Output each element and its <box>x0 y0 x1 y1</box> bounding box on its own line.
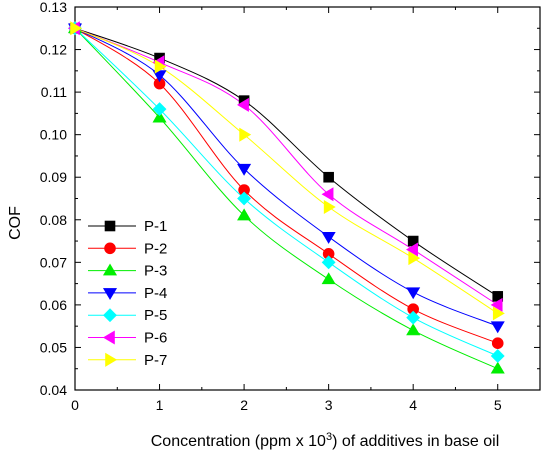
data-point-p-3 <box>321 272 336 285</box>
legend-label: P-4 <box>144 285 167 302</box>
data-point-p-7 <box>408 251 421 266</box>
data-point-p-4 <box>237 163 252 176</box>
legend-item-p-5: P-5 <box>88 307 167 324</box>
y-tick-label: 0.09 <box>40 169 67 185</box>
y-tick-label: 0.10 <box>40 127 67 143</box>
data-point-p-3 <box>490 361 505 374</box>
legend-item-p-4: P-4 <box>88 285 167 302</box>
data-point-p-6 <box>321 187 334 202</box>
data-point-p-6 <box>237 97 249 112</box>
data-point-p-5 <box>406 310 421 325</box>
legend-marker <box>103 308 117 323</box>
data-point-p-7 <box>323 199 336 215</box>
data-point-p-2 <box>491 337 504 349</box>
x-axis-title-superscript: 3 <box>326 431 332 443</box>
x-axis-title-tail: ) of additives in base oil <box>332 433 499 450</box>
x-tick-label: 1 <box>156 397 164 413</box>
y-tick-label: 0.13 <box>40 0 67 15</box>
axis-ticks: 0 1 2 3 4 5 0.04 0.05 0.06 0.07 0.08 0.09 0.10 0.11 0.… <box>40 0 540 413</box>
x-axis-title: Concentration (ppm x 103) of additives i… <box>151 431 500 450</box>
legend-item-p-1: P-1 <box>88 218 167 235</box>
legend-marker <box>104 220 116 232</box>
x-tick-label: 0 <box>71 397 79 413</box>
x-tick-label: 3 <box>325 397 333 413</box>
y-tick-label: 0.04 <box>40 382 67 398</box>
data-point-p-3 <box>152 110 167 123</box>
y-tick-label: 0.07 <box>40 254 67 270</box>
legend-item-p-6: P-6 <box>88 330 167 347</box>
legend-marker <box>102 330 115 345</box>
data-point-p-4 <box>490 321 505 334</box>
data-point-p-6 <box>406 242 418 257</box>
legend-item-p-7: P-7 <box>88 352 167 369</box>
y-tick-label: 0.08 <box>40 212 67 228</box>
legend-label: P-6 <box>144 330 167 347</box>
x-tick-label: 2 <box>240 397 248 413</box>
data-point-p-4 <box>406 287 421 300</box>
series-line-p-5 <box>74 27 498 357</box>
y-tick-label: 0.05 <box>40 339 67 355</box>
y-axis-title: COF <box>7 206 24 240</box>
data-point-p-3 <box>406 323 421 336</box>
data-point-p-3 <box>237 208 252 221</box>
series-markers <box>67 21 505 374</box>
legend-marker <box>102 288 118 300</box>
legend-label: P-2 <box>144 240 167 257</box>
y-tick-label: 0.11 <box>41 84 67 100</box>
y-tick-label: 0.12 <box>40 42 67 58</box>
data-point-p-1 <box>323 171 334 183</box>
data-point-p-4 <box>321 232 336 244</box>
data-point-p-6 <box>490 297 503 312</box>
x-axis-title-main: Concentration (ppm x 10 <box>151 433 326 450</box>
legend: P-1 P-2 P-3 P-4 P-5 P-6 P-7 <box>88 218 167 369</box>
series-line-p-4 <box>74 27 498 327</box>
series-lines <box>74 27 499 370</box>
series-line-p-3 <box>74 27 498 370</box>
legend-label: P-1 <box>144 218 167 235</box>
series-line-p-6 <box>74 27 499 306</box>
data-point-p-7 <box>154 59 167 74</box>
legend-marker <box>105 352 118 367</box>
legend-item-p-3: P-3 <box>88 263 167 280</box>
legend-item-p-2: P-2 <box>88 240 167 257</box>
series-line-p-7 <box>74 27 499 314</box>
data-point-p-5 <box>321 255 336 270</box>
legend-marker <box>104 242 116 255</box>
data-point-p-5 <box>237 191 252 206</box>
data-point-p-5 <box>490 349 505 363</box>
legend-label: P-5 <box>144 307 167 324</box>
legend-marker <box>102 263 118 276</box>
x-tick-label: 5 <box>494 397 502 413</box>
series-line-p-1 <box>74 27 499 297</box>
series-line-p-2 <box>74 27 498 344</box>
data-point-p-7 <box>239 127 252 142</box>
legend-label: P-7 <box>144 352 167 369</box>
data-point-p-7 <box>70 21 83 36</box>
legend-label: P-3 <box>144 263 167 280</box>
data-point-p-5 <box>152 102 167 117</box>
x-tick-label: 4 <box>409 397 417 413</box>
y-tick-label: 0.06 <box>40 297 67 313</box>
data-point-p-7 <box>492 306 505 321</box>
